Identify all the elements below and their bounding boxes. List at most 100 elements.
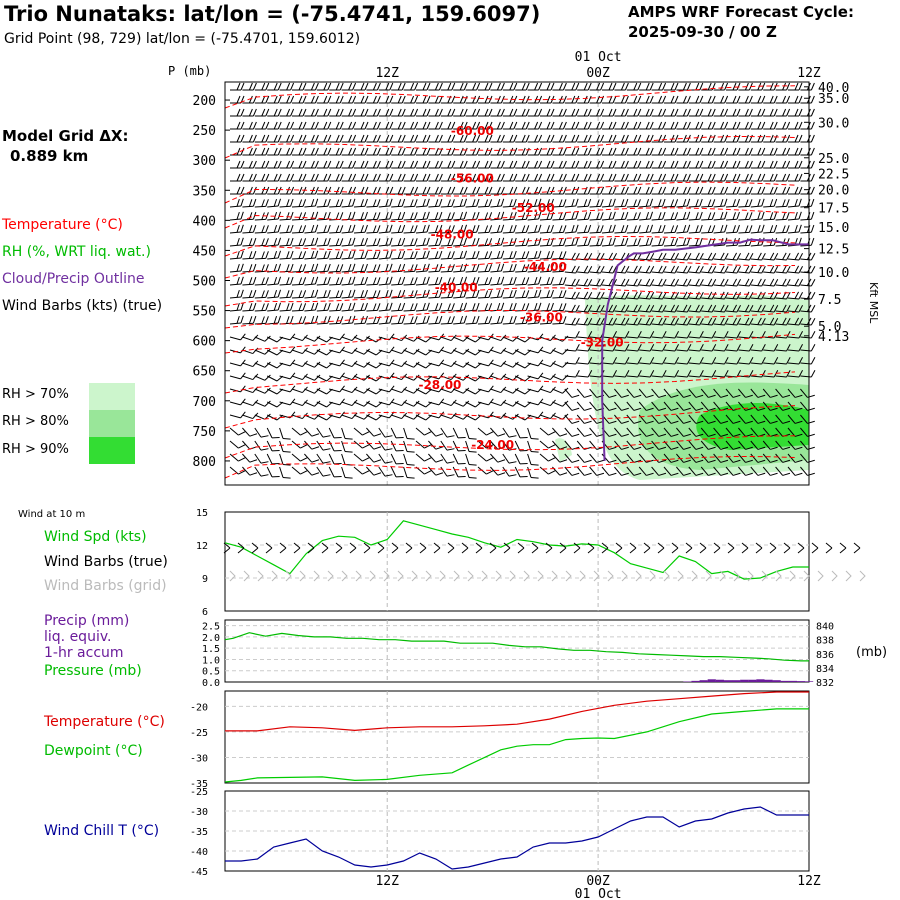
- barb-shaft: [229, 205, 242, 208]
- barb-flag: [596, 186, 601, 195]
- wind-barb: [713, 82, 729, 91]
- barb-shaft: [663, 205, 676, 208]
- wind-barb: [291, 373, 308, 381]
- barb-shaft: [502, 375, 514, 381]
- barb-shaft: [552, 322, 564, 325]
- barb-shaft: [341, 322, 353, 325]
- barb-shaft: [440, 453, 448, 464]
- barb-shaft: [266, 362, 278, 369]
- barb-shaft: [701, 323, 713, 326]
- barb-flag: [525, 82, 530, 91]
- barb-shaft: [428, 205, 440, 208]
- wind-barb: [242, 399, 259, 407]
- barb-flag: [761, 266, 766, 274]
- barb-flag: [389, 302, 393, 311]
- wind-barb: [577, 224, 592, 234]
- barb-flag: [662, 224, 666, 233]
- barb-flag: [488, 134, 493, 143]
- wind-barb: [490, 82, 505, 91]
- barb-flag: [538, 173, 543, 182]
- wind-barb: [378, 453, 393, 464]
- barb-shaft: [564, 401, 573, 411]
- barb-flag: [600, 173, 605, 182]
- barb-flag: [385, 263, 389, 272]
- wind-barb: [750, 317, 766, 326]
- barb-flag: [645, 252, 651, 260]
- barb-flag: [682, 160, 687, 169]
- wind-barb: [626, 186, 642, 195]
- barb-flag: [509, 134, 514, 143]
- wind-barb: [676, 401, 691, 411]
- barb-shaft: [453, 231, 465, 234]
- wind-barb: [490, 315, 505, 325]
- wind-barb: [490, 360, 507, 368]
- wind-barb: [428, 276, 443, 286]
- barb-flag: [463, 237, 468, 246]
- wind-barb: [725, 291, 741, 300]
- barb-flag: [624, 82, 629, 91]
- barb-flag: [757, 108, 762, 117]
- barb-shaft: [428, 283, 440, 286]
- wind-barb: [725, 252, 741, 261]
- barb-flag: [265, 238, 269, 246]
- barb-shaft: [638, 401, 647, 411]
- wind-barb: [539, 386, 556, 394]
- wind-barb: [490, 263, 505, 273]
- wind-barb: [230, 147, 245, 156]
- wind-barb: [639, 237, 654, 247]
- wind-barb: [440, 251, 455, 260]
- wind-barb: [428, 82, 443, 91]
- barb-flag: [575, 198, 579, 207]
- barb-flag: [649, 318, 655, 326]
- wind-barb: [341, 399, 358, 407]
- barb-flag: [261, 316, 265, 324]
- wind-barb: [577, 331, 593, 339]
- wind-barb: [614, 414, 629, 424]
- barb-shaft: [366, 453, 375, 463]
- wind-barb: [477, 303, 493, 312]
- barb-flag: [662, 357, 667, 365]
- barb-flag: [422, 186, 427, 195]
- barb-flag: [658, 121, 663, 130]
- barb-shaft: [415, 453, 425, 462]
- wind-barb: [341, 427, 353, 440]
- barb-shaft: [341, 309, 353, 312]
- wind-barb: [391, 347, 408, 355]
- wind-barb: [725, 427, 741, 437]
- wind-barb: [391, 399, 408, 407]
- barb-shaft: [316, 218, 328, 221]
- wind-barb: [539, 250, 554, 260]
- wind-barb: [800, 344, 816, 352]
- barb-flag: [587, 292, 593, 300]
- wind-barb: [713, 211, 728, 221]
- barb-flag: [339, 108, 344, 117]
- wind-barb: [564, 265, 580, 274]
- barb-flag: [587, 134, 592, 143]
- wind-barb: [527, 315, 542, 325]
- barb-flag: [670, 278, 676, 286]
- wind-barb: [676, 357, 692, 365]
- barb-shaft: [614, 375, 626, 378]
- barb-flag: [724, 134, 729, 143]
- wind-barb: [788, 147, 803, 156]
- barb-flag: [711, 134, 716, 143]
- barb-flag: [484, 277, 489, 285]
- wind-barb: [403, 440, 415, 453]
- wind-barb: [713, 278, 729, 287]
- wind-barb: [614, 160, 629, 169]
- barb-shaft: [614, 218, 626, 221]
- wind10-title: Wind at 10 m: [18, 509, 86, 520]
- barb-flag: [385, 108, 390, 117]
- barb-flag: [769, 173, 774, 182]
- barb-flag: [525, 199, 530, 207]
- wind-barb: [267, 198, 282, 208]
- barb-flag: [670, 252, 676, 260]
- barb-flag: [364, 108, 369, 117]
- barb-flag: [376, 225, 381, 233]
- barb-flag: [323, 160, 328, 169]
- barb-shaft: [266, 349, 278, 356]
- barb-shaft: [713, 375, 725, 378]
- wind-barb: [651, 108, 667, 117]
- barb-shaft: [738, 244, 750, 247]
- barb-flag: [686, 331, 692, 339]
